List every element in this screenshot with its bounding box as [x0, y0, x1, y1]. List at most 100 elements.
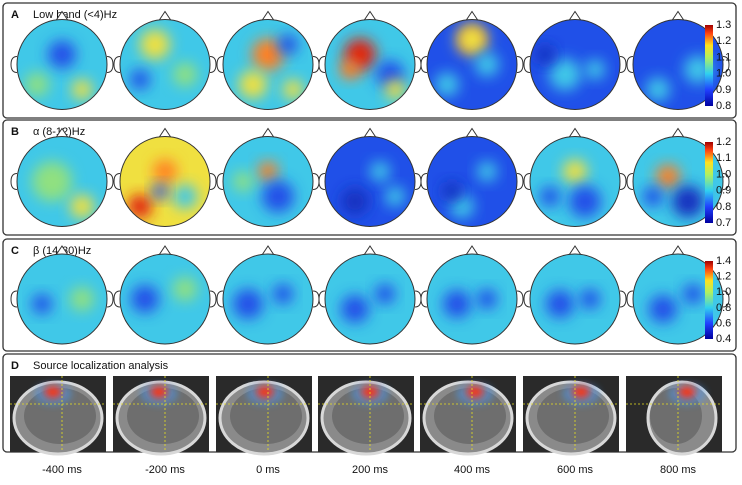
head-outline	[16, 19, 108, 110]
topomap-field	[633, 254, 723, 344]
topomap	[523, 245, 627, 345]
nose	[568, 245, 582, 256]
head-outline	[222, 19, 314, 110]
topomap-blob	[152, 183, 168, 200]
topomap-blob	[153, 159, 177, 184]
topomap-blob	[563, 159, 587, 184]
topomap-field	[427, 136, 517, 227]
topomap	[216, 245, 320, 345]
time-label: 600 ms	[557, 464, 594, 476]
colorbar	[705, 261, 713, 339]
topomap-field	[530, 254, 620, 344]
topomap-blob	[173, 277, 197, 301]
head-outline	[16, 253, 108, 345]
panel-letter: C	[11, 245, 19, 257]
ear	[420, 290, 524, 308]
topomap-blob	[549, 58, 581, 91]
topomap	[626, 127, 730, 227]
topomap-blob	[278, 34, 298, 55]
mri-brain	[434, 388, 506, 444]
ear	[113, 56, 217, 73]
time-label: -200 ms	[145, 464, 185, 476]
panel-title: Low band (<4)Hz	[33, 9, 117, 21]
topomap	[420, 10, 524, 110]
ear	[626, 56, 730, 73]
topomap-field	[223, 254, 313, 344]
colorbar-label: 0.7	[716, 217, 731, 229]
topomap-field	[530, 136, 620, 227]
topomap	[10, 10, 114, 110]
colorbar-label: 1.2	[716, 271, 731, 283]
topomap-field	[427, 254, 517, 344]
topomap-blob	[341, 295, 369, 323]
head-outline	[426, 19, 518, 110]
topomap	[626, 10, 730, 110]
nose	[261, 10, 275, 21]
ear	[523, 56, 627, 73]
topomap-field	[120, 254, 210, 344]
topomap-blob	[672, 185, 704, 218]
colorbar-label: 1.3	[716, 19, 731, 31]
nose	[465, 127, 479, 138]
ear	[10, 56, 114, 73]
topomap-blob	[273, 284, 293, 304]
topomap	[216, 10, 320, 110]
colorbar-label: 1.2	[716, 35, 731, 47]
ear	[113, 173, 217, 190]
topomap-blob	[569, 185, 601, 218]
topomap-blob	[233, 171, 253, 192]
time-label: 200 ms	[352, 464, 389, 476]
source-peak	[678, 386, 696, 398]
topomap-base	[427, 254, 517, 344]
source-peak	[150, 386, 168, 398]
topomap-blob	[443, 290, 471, 318]
colorbar	[705, 142, 713, 223]
head-outline	[529, 19, 621, 110]
nose	[465, 245, 479, 256]
panel-letter: D	[11, 360, 19, 372]
topomap-base	[325, 254, 415, 344]
nose	[158, 127, 172, 138]
topomap-blob	[131, 285, 159, 313]
topomap	[420, 127, 524, 227]
topomap-blob	[173, 184, 197, 209]
topomap-blob	[48, 40, 76, 69]
ear	[113, 290, 217, 308]
ear	[10, 290, 114, 308]
topomap-blob	[130, 69, 150, 90]
topomap-field	[325, 254, 415, 344]
topomap-field	[223, 19, 313, 110]
head-outline	[632, 19, 724, 110]
nose	[55, 10, 69, 21]
head-outline	[529, 253, 621, 345]
topomap-blob	[340, 59, 360, 80]
ear	[523, 173, 627, 190]
topomap-field	[530, 19, 620, 110]
topomap	[216, 127, 320, 227]
time-label: 400 ms	[454, 464, 491, 476]
topomap-blob	[25, 72, 49, 97]
topomap	[523, 127, 627, 227]
head-outline	[426, 253, 518, 345]
topomap-blob	[258, 161, 278, 182]
topomap-field	[17, 19, 107, 110]
topomap-blob	[375, 284, 395, 304]
nose	[671, 245, 685, 256]
topomap-blob	[72, 79, 92, 100]
nose	[158, 10, 172, 21]
head-outline	[324, 136, 416, 227]
topomap-field	[325, 19, 415, 110]
mri-brain	[24, 388, 96, 444]
colorbar-label: 0.6	[716, 317, 731, 329]
nose	[465, 10, 479, 21]
topomap-base	[223, 254, 313, 344]
nose	[261, 127, 275, 138]
colorbar-label: 0.4	[716, 333, 731, 345]
mri-brain	[230, 388, 302, 444]
source-peak	[256, 386, 274, 398]
topomap	[420, 245, 524, 345]
topomap-blob	[477, 161, 497, 182]
topomap-blob	[32, 294, 52, 314]
topomap-base	[17, 254, 107, 344]
topomap	[318, 10, 422, 110]
